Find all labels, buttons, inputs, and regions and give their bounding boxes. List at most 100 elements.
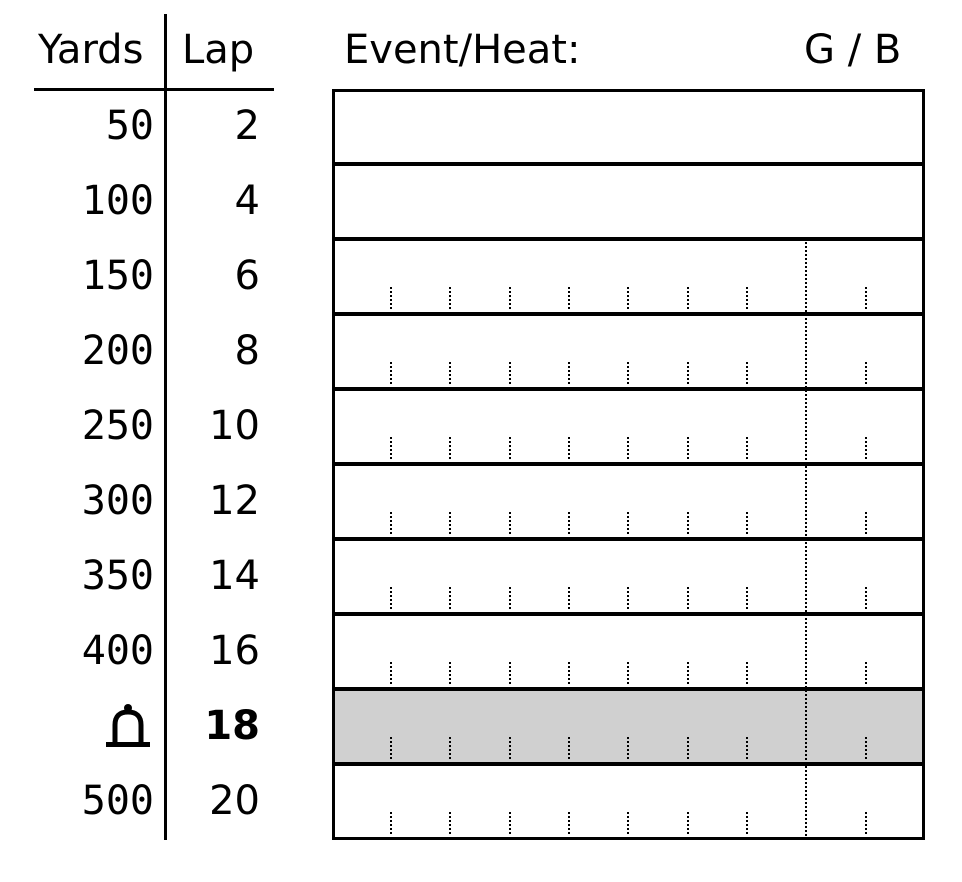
- split-tick: [568, 512, 570, 534]
- split-tick: [449, 662, 451, 684]
- yards-value: 350: [81, 553, 154, 599]
- row-divider: [332, 238, 925, 241]
- yards-value: 100: [81, 178, 154, 224]
- split-tick: [568, 287, 570, 309]
- split-tick: [746, 812, 748, 834]
- split-tick: [687, 737, 689, 759]
- split-tick: [746, 587, 748, 609]
- yards-value: 50: [105, 103, 154, 149]
- split-tick: [687, 662, 689, 684]
- split-tick: [627, 512, 629, 534]
- split-tick: [449, 437, 451, 459]
- final-split-line: [805, 239, 807, 839]
- split-tick: [687, 812, 689, 834]
- row-divider: [332, 688, 925, 691]
- yards-value: 200: [81, 328, 154, 374]
- split-tick: [568, 812, 570, 834]
- lap-value: 18: [204, 703, 260, 749]
- row-divider: [332, 463, 925, 466]
- split-tick: [509, 362, 511, 384]
- row-divider: [332, 163, 925, 166]
- split-tick: [568, 362, 570, 384]
- split-tick: [627, 362, 629, 384]
- yards-value: 250: [81, 403, 154, 449]
- split-cell[interactable]: [332, 89, 925, 165]
- lap-header: Lap: [182, 27, 255, 73]
- split-tick: [390, 437, 392, 459]
- row-divider: [332, 613, 925, 616]
- split-tick: [390, 737, 392, 759]
- split-tick: [449, 362, 451, 384]
- split-tick: [687, 587, 689, 609]
- split-tick: [390, 287, 392, 309]
- split-tick: [627, 662, 629, 684]
- split-tick: [746, 287, 748, 309]
- split-tick: [627, 587, 629, 609]
- split-tick: [746, 362, 748, 384]
- split-tick: [746, 512, 748, 534]
- split-tick: [509, 812, 511, 834]
- split-tick: [449, 287, 451, 309]
- lap-value: 2: [234, 103, 260, 149]
- lap-value: 12: [209, 478, 260, 524]
- lap-value: 8: [234, 328, 260, 374]
- yards-value: 150: [81, 253, 154, 299]
- lap-value: 10: [209, 403, 260, 449]
- gender-label: G / B: [804, 27, 902, 73]
- split-tick: [390, 812, 392, 834]
- split-tick: [865, 362, 867, 384]
- lap-value: 20: [209, 778, 260, 824]
- split-tick: [627, 737, 629, 759]
- split-tick: [509, 287, 511, 309]
- split-tick: [746, 737, 748, 759]
- split-tick: [687, 362, 689, 384]
- split-cell[interactable]: [332, 164, 925, 240]
- row-divider: [332, 388, 925, 391]
- yards-value: 300: [81, 478, 154, 524]
- split-tick: [449, 587, 451, 609]
- split-tick: [449, 737, 451, 759]
- split-tick: [509, 737, 511, 759]
- row-divider: [332, 313, 925, 316]
- split-tick: [865, 812, 867, 834]
- split-tick: [687, 512, 689, 534]
- split-tick: [390, 662, 392, 684]
- row-divider: [332, 538, 925, 541]
- split-tick: [449, 812, 451, 834]
- split-tick: [627, 437, 629, 459]
- split-tick: [509, 662, 511, 684]
- lap-value: 6: [234, 253, 260, 299]
- lap-value: 4: [234, 178, 260, 224]
- split-tick: [568, 587, 570, 609]
- split-tick: [509, 512, 511, 534]
- split-tick: [865, 287, 867, 309]
- split-tick: [390, 587, 392, 609]
- split-tick: [865, 512, 867, 534]
- split-tick: [687, 437, 689, 459]
- yards-value: 400: [81, 628, 154, 674]
- column-divider: [164, 14, 167, 840]
- split-tick: [687, 287, 689, 309]
- split-tick: [449, 512, 451, 534]
- header-underline: [34, 88, 274, 91]
- split-tick: [627, 287, 629, 309]
- split-tick: [509, 437, 511, 459]
- split-cell[interactable]: [332, 764, 925, 840]
- split-tick: [865, 662, 867, 684]
- event-heat-label: Event/Heat:: [344, 27, 581, 73]
- split-tick: [568, 737, 570, 759]
- split-tick: [865, 587, 867, 609]
- row-divider: [332, 763, 925, 766]
- split-tick: [627, 812, 629, 834]
- split-tick: [746, 437, 748, 459]
- split-tick: [568, 437, 570, 459]
- split-tick: [746, 662, 748, 684]
- yards-header: Yards: [38, 27, 144, 73]
- split-tick: [509, 587, 511, 609]
- lap-value: 16: [209, 628, 260, 674]
- split-tick: [390, 512, 392, 534]
- split-tick: [390, 362, 392, 384]
- lap-value: 14: [209, 553, 260, 599]
- bell-icon: [102, 703, 154, 759]
- split-tick: [568, 662, 570, 684]
